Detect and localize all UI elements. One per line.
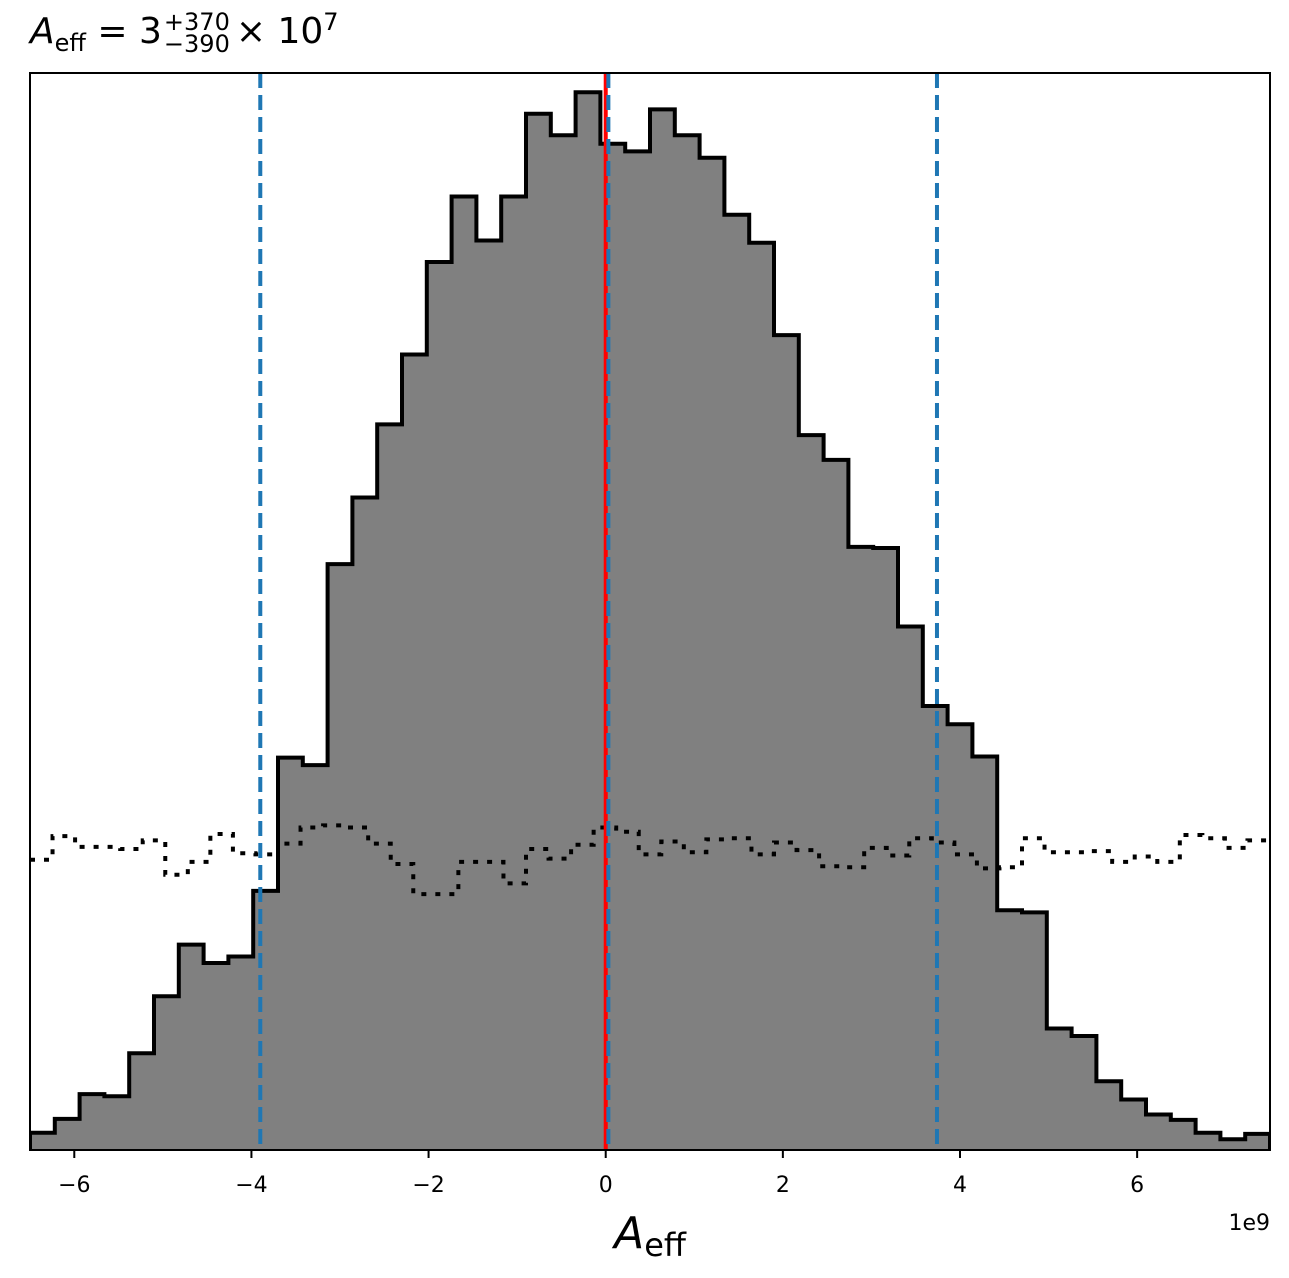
histogram-bar [1046, 1028, 1073, 1150]
histogram-bar [426, 262, 453, 1150]
histogram-bar [1220, 1139, 1246, 1150]
title-symbol: A [30, 11, 55, 52]
histogram-bar [228, 956, 254, 1150]
histogram-bar [1071, 1036, 1097, 1150]
histogram-bar [54, 1118, 81, 1150]
histogram-bar [550, 135, 577, 1150]
title-subscript: eff [54, 29, 86, 58]
histogram-bar [1096, 1081, 1122, 1150]
histogram-bar [575, 92, 601, 1150]
histogram-bar [302, 765, 329, 1150]
histogram-bar [823, 459, 849, 1150]
histogram-bar [253, 890, 279, 1150]
histogram-bar [154, 996, 180, 1150]
x-axis-title-symbol: A [611, 1208, 644, 1259]
histogram-bar [1146, 1114, 1172, 1150]
title-lower-error: −390 [163, 30, 230, 58]
histogram-bar [947, 724, 973, 1150]
histogram-bar [1195, 1132, 1221, 1150]
histogram-bar [650, 109, 676, 1150]
histogram-bar [30, 1132, 56, 1150]
x-axis-offset-label: 1e9 [1228, 1211, 1270, 1236]
histogram-bar [501, 196, 527, 1150]
histogram-bar [1245, 1133, 1270, 1150]
histogram-bar [848, 546, 874, 1150]
histogram-bar [178, 944, 205, 1150]
chart-title: Aeff = 3 +370 −390 × 107 [30, 8, 339, 57]
title-errors: +370 −390 [163, 8, 230, 58]
histogram-bar [1170, 1119, 1197, 1150]
histogram-bar [327, 564, 353, 1150]
title-times: × 10 [235, 11, 324, 52]
title-upper-error: +370 [163, 8, 230, 36]
x-tick-label: −4 [235, 1173, 267, 1198]
histogram-bar [526, 113, 552, 1150]
histogram-bar [1022, 912, 1048, 1150]
x-tick-label: −6 [58, 1173, 90, 1198]
plot-frame [29, 72, 1271, 1151]
histogram-bar [129, 1053, 155, 1150]
histogram-bar [798, 435, 825, 1150]
histogram-bar [674, 135, 701, 1150]
histogram-bar [104, 1096, 130, 1150]
x-axis: −6 −4 −2 0 2 4 6 [58, 1150, 1144, 1198]
histogram-bar [451, 196, 477, 1150]
title-equals: = 3 [85, 11, 162, 52]
histogram-bar [898, 626, 924, 1150]
x-tick-label: 4 [953, 1173, 967, 1198]
histogram-bar [997, 910, 1023, 1150]
histogram-bar [774, 335, 800, 1150]
histogram-bar [476, 240, 502, 1150]
x-axis-title-subscript: eff [644, 1226, 687, 1264]
histogram-bar [377, 424, 403, 1150]
histogram-bar [352, 497, 378, 1150]
histogram-bar [203, 962, 229, 1150]
histogram-bar [625, 151, 651, 1150]
x-tick-label: 0 [599, 1173, 613, 1198]
prior-step-line [30, 823, 1270, 897]
histogram-bar [972, 756, 998, 1150]
histogram-group [30, 90, 1270, 1150]
histogram-bar [402, 354, 428, 1150]
histogram-bar [699, 157, 725, 1150]
histogram-bar [278, 757, 304, 1150]
x-axis-title: Aeff [611, 1208, 687, 1264]
histogram-bar [724, 214, 750, 1150]
x-tick-label: 2 [776, 1173, 790, 1198]
histogram-bar [749, 242, 775, 1150]
histogram-bar [922, 706, 949, 1150]
histogram-bar [1121, 1099, 1147, 1150]
histogram-outline [30, 90, 1270, 1150]
x-tick-label: −2 [412, 1173, 444, 1198]
histogram-bar [79, 1094, 105, 1150]
x-tick-label: 6 [1130, 1173, 1144, 1198]
plot-area [29, 72, 1271, 1151]
title-exponent: 7 [323, 8, 339, 36]
